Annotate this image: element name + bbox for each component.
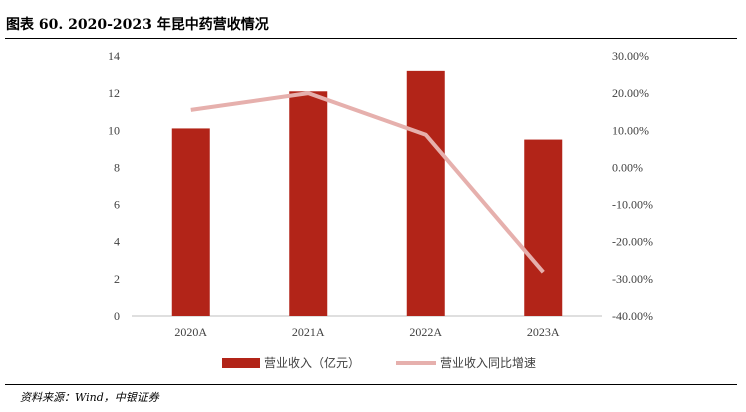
legend: 营业收入（亿元） 营业收入同比增速 [222,355,536,370]
source-rule [5,384,737,385]
source-note: 资料来源：Wind，中银证券 [20,391,159,404]
growth-line [190,91,545,274]
legend-line-label: 营业收入同比增速 [440,356,536,370]
x-tick-label: 2022A [409,325,442,339]
legend-bar-label: 营业收入（亿元） [264,355,360,370]
right-tick-label: 10.00% [612,123,649,137]
revenue-bar [524,139,563,316]
left-tick-label: 10 [108,123,120,137]
right-tick-label: -20.00% [612,235,653,249]
revenue-chart: 0 2 4 6 8 10 12 14 -40.00% -30.00% -20.00% -10.00%… [108,49,653,370]
legend-bar-swatch [222,358,260,368]
right-tick-label: -30.00% [612,272,653,286]
x-tick-label: 2020A [174,325,207,339]
right-tick-label: 20.00% [612,86,649,100]
right-tick-label: -40.00% [612,309,653,323]
right-tick-label: 0.00% [612,160,643,174]
growth-line-series [190,91,545,274]
left-tick-label: 12 [108,86,120,100]
x-tick-label: 2023A [527,325,560,339]
left-tick-label: 2 [114,272,120,286]
revenue-bars [171,70,563,317]
right-tick-label: -10.00% [612,198,653,212]
left-tick-label: 6 [114,198,120,212]
right-axis-ticks: -40.00% -30.00% -20.00% -10.00% 0.00% 10.00% 2… [612,49,653,323]
right-tick-label: 30.00% [612,49,649,63]
x-axis-ticks: 2020A 2021A 2022A 2023A [174,325,560,339]
left-tick-label: 4 [114,235,120,249]
title-rule [5,38,737,39]
revenue-bar [406,70,445,316]
revenue-bar [289,91,328,317]
left-tick-label: 0 [114,309,120,323]
left-tick-label: 14 [108,49,120,63]
figure-title: 图表 60. 2020-2023 年昆中药营收情况 [6,17,269,33]
revenue-bar [171,128,210,316]
x-tick-label: 2021A [292,325,325,339]
left-tick-label: 8 [114,160,120,174]
left-axis-ticks: 0 2 4 6 8 10 12 14 [108,49,120,323]
